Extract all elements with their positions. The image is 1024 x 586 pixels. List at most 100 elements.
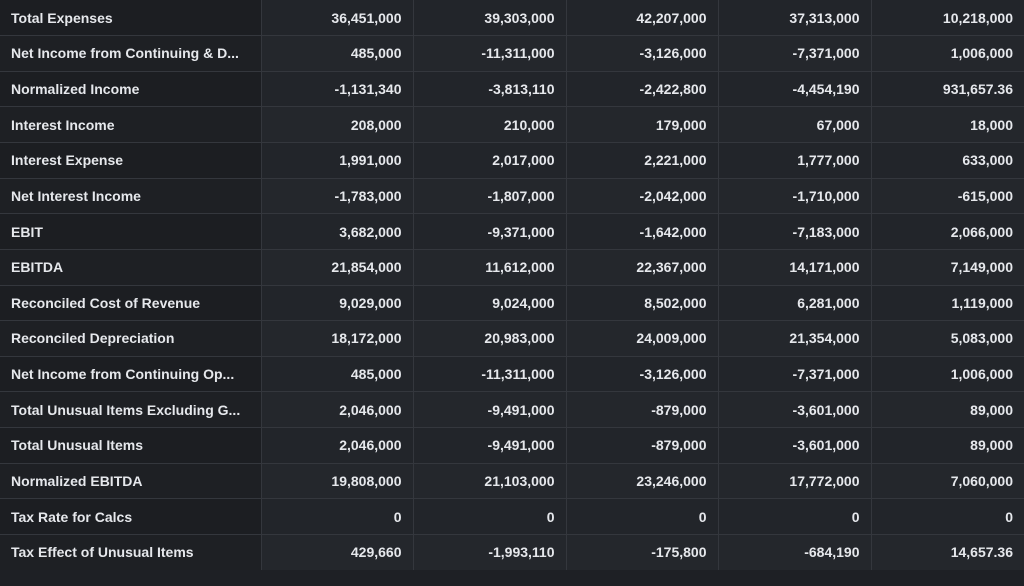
table-cell-value: 67,000 <box>718 106 872 143</box>
table-cell-value: 14,657.36 <box>871 534 1024 570</box>
table-cell-value: 39,303,000 <box>413 0 567 37</box>
table-cell-value: 89,000 <box>871 427 1024 464</box>
table-cell-value: -7,371,000 <box>718 35 872 72</box>
table-cell-value: 208,000 <box>261 106 414 143</box>
table-cell-value: 42,207,000 <box>566 0 719 37</box>
table-cell-value: 0 <box>718 498 872 535</box>
table-row[interactable]: Tax Effect of Unusual Items 429,660 -1,993… <box>0 534 1024 570</box>
financial-table-body: Total Expenses 36,451,000 39,303,000 42,207… <box>0 0 1024 570</box>
table-cell-value: -879,000 <box>566 391 719 428</box>
table-cell-value: -7,183,000 <box>718 213 872 250</box>
table-cell-value: 37,313,000 <box>718 0 872 37</box>
table-cell-value: 0 <box>261 498 414 535</box>
table-cell-value: 24,009,000 <box>566 320 719 357</box>
row-label: Reconciled Depreciation <box>0 320 262 357</box>
table-cell-value: 23,246,000 <box>566 463 719 500</box>
table-cell-value: 0 <box>871 498 1024 535</box>
row-label: Tax Effect of Unusual Items <box>0 534 262 570</box>
table-cell-value: -9,371,000 <box>413 213 567 250</box>
row-label: Normalized EBITDA <box>0 463 262 500</box>
table-cell-value: 633,000 <box>871 142 1024 179</box>
table-cell-value: 21,854,000 <box>261 249 414 286</box>
table-row[interactable]: Total Expenses 36,451,000 39,303,000 42,207… <box>0 0 1024 37</box>
table-cell-value: 1,006,000 <box>871 35 1024 72</box>
table-cell-value: -2,042,000 <box>566 178 719 215</box>
table-row[interactable]: Interest Income 208,000 210,000 179,000 67,0… <box>0 106 1024 143</box>
table-cell-value: -9,491,000 <box>413 427 567 464</box>
table-cell-value: -3,813,110 <box>413 71 567 108</box>
row-label: EBITDA <box>0 249 262 286</box>
table-cell-value: 485,000 <box>261 35 414 72</box>
row-label: Net Interest Income <box>0 178 262 215</box>
table-cell-value: 2,066,000 <box>871 213 1024 250</box>
table-cell-value: 9,029,000 <box>261 285 414 322</box>
table-cell-value: -175,800 <box>566 534 719 570</box>
table-cell-value: 1,777,000 <box>718 142 872 179</box>
table-cell-value: 1,991,000 <box>261 142 414 179</box>
table-row[interactable]: Reconciled Depreciation 18,172,000 20,983,… <box>0 320 1024 357</box>
table-row[interactable]: EBIT 3,682,000 -9,371,000 -1,642,000 -7,183,… <box>0 213 1024 250</box>
table-cell-value: -1,642,000 <box>566 213 719 250</box>
table-cell-value: -9,491,000 <box>413 391 567 428</box>
table-cell-value: 429,660 <box>261 534 414 570</box>
table-cell-value: -11,311,000 <box>413 35 567 72</box>
table-row[interactable]: Tax Rate for Calcs 0 0 0 0 0 <box>0 498 1024 535</box>
table-cell-value: 20,983,000 <box>413 320 567 357</box>
table-cell-value: 5,083,000 <box>871 320 1024 357</box>
row-label: Interest Expense <box>0 142 262 179</box>
table-cell-value: -1,131,340 <box>261 71 414 108</box>
table-cell-value: 210,000 <box>413 106 567 143</box>
table-cell-value: 22,367,000 <box>566 249 719 286</box>
row-label: Normalized Income <box>0 71 262 108</box>
table-row[interactable]: Normalized Income -1,131,340 -3,813,110 -2,… <box>0 71 1024 108</box>
table-cell-value: 9,024,000 <box>413 285 567 322</box>
table-cell-value: 1,006,000 <box>871 356 1024 393</box>
table-cell-value: 3,682,000 <box>261 213 414 250</box>
row-label: Total Expenses <box>0 0 262 37</box>
table-cell-value: 2,221,000 <box>566 142 719 179</box>
table-cell-value: -684,190 <box>718 534 872 570</box>
table-cell-value: 18,172,000 <box>261 320 414 357</box>
table-row[interactable]: Total Unusual Items Excluding G... 2,046,… <box>0 391 1024 428</box>
table-row[interactable]: Net Income from Continuing Op... 485,000-… <box>0 356 1024 393</box>
table-row[interactable]: Net Income from Continuing & D... 485,000… <box>0 35 1024 72</box>
table-cell-value: 10,218,000 <box>871 0 1024 37</box>
table-cell-value: -7,371,000 <box>718 356 872 393</box>
table-cell-value: -1,710,000 <box>718 178 872 215</box>
table-cell-value: 6,281,000 <box>718 285 872 322</box>
table-cell-value: 1,119,000 <box>871 285 1024 322</box>
table-cell-value: 7,149,000 <box>871 249 1024 286</box>
table-cell-value: 8,502,000 <box>566 285 719 322</box>
table-cell-value: 17,772,000 <box>718 463 872 500</box>
row-label: Total Unusual Items Excluding G... <box>0 391 262 428</box>
table-cell-value: 14,171,000 <box>718 249 872 286</box>
financial-statement-table: Total Expenses 36,451,000 39,303,000 42,207… <box>0 0 1024 570</box>
table-cell-value: 179,000 <box>566 106 719 143</box>
table-row[interactable]: EBITDA 21,854,000 11,612,000 22,367,000 14,1… <box>0 249 1024 286</box>
table-cell-value: -1,783,000 <box>261 178 414 215</box>
table-row[interactable]: Net Interest Income -1,783,000 -1,807,000-… <box>0 178 1024 215</box>
table-cell-value: 21,354,000 <box>718 320 872 357</box>
table-cell-value: 485,000 <box>261 356 414 393</box>
row-label: Net Income from Continuing Op... <box>0 356 262 393</box>
table-row[interactable]: Interest Expense 1,991,000 2,017,000 2,221,… <box>0 142 1024 179</box>
table-cell-value: 11,612,000 <box>413 249 567 286</box>
table-cell-value: 2,046,000 <box>261 391 414 428</box>
table-row[interactable]: Reconciled Cost of Revenue 9,029,000 9,024… <box>0 285 1024 322</box>
table-cell-value: 931,657.36 <box>871 71 1024 108</box>
table-cell-value: -615,000 <box>871 178 1024 215</box>
table-cell-value: 2,017,000 <box>413 142 567 179</box>
table-row[interactable]: Total Unusual Items 2,046,000 -9,491,000 -8… <box>0 427 1024 464</box>
row-label: EBIT <box>0 213 262 250</box>
table-cell-value: -1,807,000 <box>413 178 567 215</box>
table-cell-value: -11,311,000 <box>413 356 567 393</box>
table-cell-value: -879,000 <box>566 427 719 464</box>
table-cell-value: 0 <box>566 498 719 535</box>
table-row[interactable]: Normalized EBITDA 19,808,000 21,103,000 23,… <box>0 463 1024 500</box>
table-cell-value: 18,000 <box>871 106 1024 143</box>
row-label: Tax Rate for Calcs <box>0 498 262 535</box>
table-cell-value: 2,046,000 <box>261 427 414 464</box>
table-cell-value: 36,451,000 <box>261 0 414 37</box>
table-cell-value: 19,808,000 <box>261 463 414 500</box>
table-cell-value: -3,601,000 <box>718 427 872 464</box>
